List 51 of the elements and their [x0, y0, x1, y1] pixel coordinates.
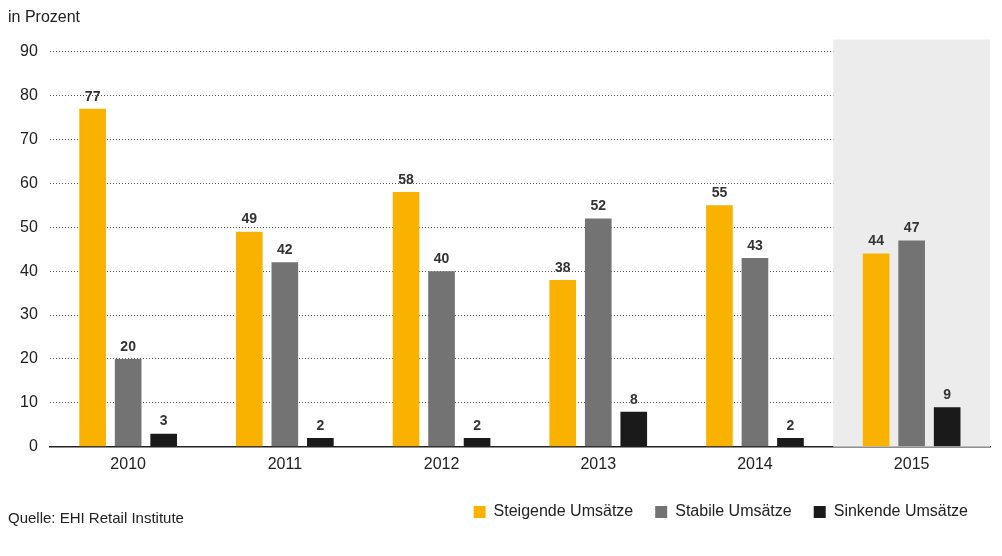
data-label: 77 — [84, 87, 101, 104]
bar — [741, 257, 769, 447]
y-tick-label: 50 — [20, 217, 38, 235]
x-tick-label: 2010 — [110, 454, 147, 472]
bar — [114, 358, 142, 447]
bar — [392, 192, 420, 447]
data-label: 49 — [241, 210, 258, 227]
data-label: 2 — [473, 416, 482, 433]
data-label: 55 — [711, 184, 728, 201]
data-label: 8 — [629, 390, 638, 407]
bar — [898, 240, 925, 447]
data-label: 44 — [868, 232, 885, 249]
y-tick-label: 80 — [20, 85, 38, 103]
data-label: 52 — [590, 197, 607, 214]
data-label: 2 — [786, 416, 795, 433]
y-tick-label: 40 — [20, 261, 38, 279]
data-label: 58 — [398, 170, 415, 187]
y-tick-label: 20 — [20, 349, 38, 367]
bar — [862, 253, 890, 447]
bar — [428, 271, 455, 447]
bar — [584, 218, 612, 447]
legend-label: Stabile Umsätze — [675, 502, 792, 520]
data-label: 2 — [316, 416, 325, 433]
bar — [706, 205, 733, 447]
y-tick-label: 10 — [20, 393, 38, 411]
data-label: 40 — [433, 250, 450, 267]
data-label: 38 — [554, 258, 571, 275]
x-tick-label: 2014 — [737, 454, 773, 472]
legend-label: Sinkende Umsätze — [833, 502, 969, 520]
y-tick-label: 30 — [20, 305, 38, 323]
data-label: 20 — [120, 337, 137, 354]
y-axis-title: in Prozent — [8, 8, 82, 27]
x-tick-label: 2011 — [267, 454, 303, 472]
data-label: 47 — [903, 219, 920, 236]
y-tick-label: 0 — [28, 437, 38, 455]
bar — [79, 108, 106, 447]
bar — [236, 231, 263, 447]
data-label: 42 — [277, 241, 293, 258]
data-label: 9 — [943, 386, 952, 403]
source-note: Quelle: EHI Retail Institute — [8, 509, 184, 526]
y-tick-label: 60 — [20, 173, 38, 191]
x-tick-label: 2012 — [423, 454, 460, 472]
bar — [271, 262, 299, 447]
y-tick-label: 70 — [20, 129, 38, 147]
legend-label: Steigende Umsätze — [493, 502, 634, 520]
bar — [549, 279, 577, 447]
x-tick-label: 2015 — [893, 454, 930, 472]
y-tick-label: 90 — [20, 42, 38, 60]
data-label: 43 — [747, 236, 763, 253]
data-label: 3 — [159, 412, 168, 429]
x-tick-label: 2013 — [580, 454, 617, 472]
